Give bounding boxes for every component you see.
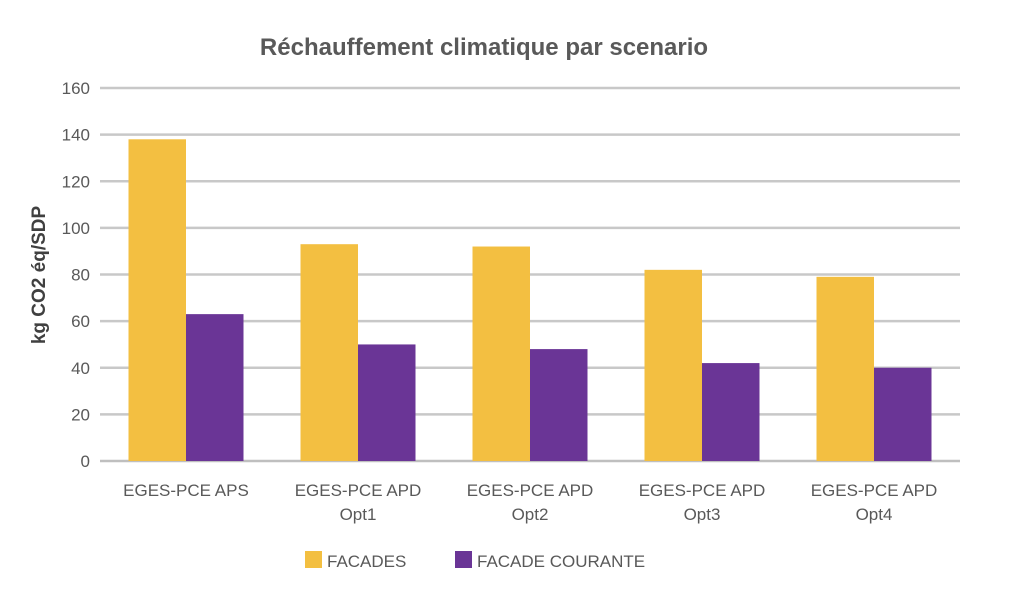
y-tick-label: 120 [62,172,90,191]
x-tick-label: EGES-PCE APD [639,481,766,500]
x-tick-label: EGES-PCE APD [811,481,938,500]
x-tick-label: Opt3 [684,505,721,524]
bar-facades [816,276,874,461]
bar-facade-courante [530,349,588,461]
legend-label: FACADE COURANTE [477,552,645,571]
y-tick-label: 40 [71,359,90,378]
x-tick-label: Opt1 [340,505,377,524]
chart-title: Réchauffement climatique par scenario [260,34,708,61]
y-tick-label: 20 [71,405,90,424]
bar-facades [472,246,530,461]
legend-label: FACADES [327,552,406,571]
x-tick-label: EGES-PCE APD [467,481,594,500]
x-tick-label: Opt4 [856,505,893,524]
y-tick-label: 140 [62,126,90,145]
bar-facade-courante [358,344,416,461]
y-tick-label: 80 [71,266,90,285]
bar-facades [128,139,186,461]
y-tick-label: 0 [81,452,90,471]
x-tick-label: EGES-PCE APD [295,481,422,500]
bar-facades [644,269,702,461]
x-tick-label: EGES-PCE APS [123,481,249,500]
bar-facade-courante [874,367,932,461]
bar-facades [300,244,358,461]
y-tick-label: 160 [62,79,90,98]
y-axis-label: kg CO2 éq/SDP [29,206,50,345]
y-tick-label: 60 [71,312,90,331]
x-tick-label: Opt2 [512,505,549,524]
legend-swatch [455,551,472,568]
bar-facade-courante [186,314,244,461]
bar-facade-courante [702,363,760,461]
y-tick-label: 100 [62,219,90,238]
legend-swatch [305,551,322,568]
